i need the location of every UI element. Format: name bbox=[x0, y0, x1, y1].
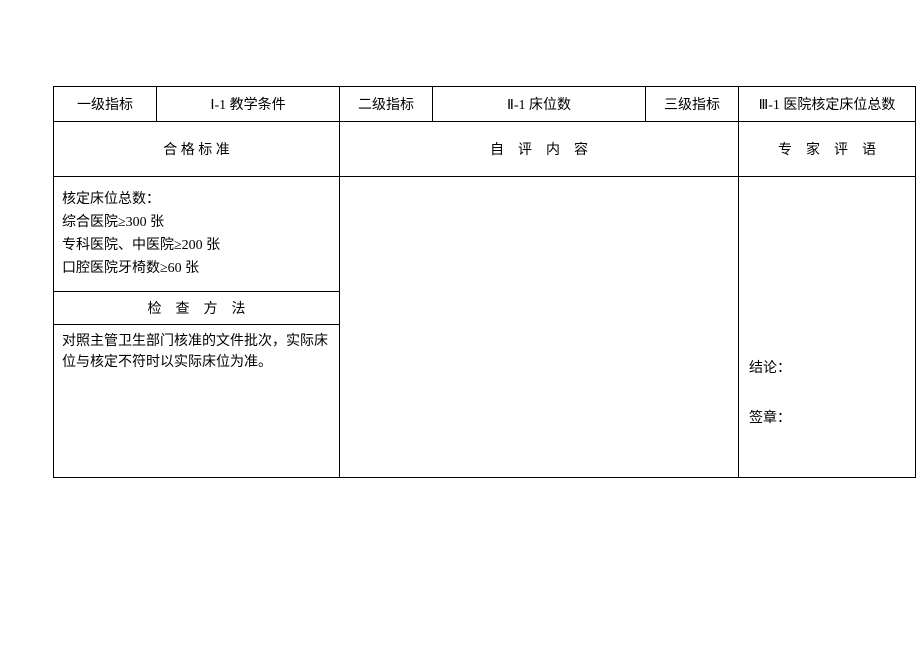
signature-label: 签章： bbox=[749, 407, 791, 427]
expert-header: 专 家 评 语 bbox=[739, 122, 916, 177]
criteria-line2: 综合医院≥300 张 bbox=[62, 212, 331, 233]
method-content: 对照主管卫生部门核准的文件批次，实际床位与核定不符时以实际床位为准。 bbox=[54, 325, 340, 478]
level3-label: 三级指标 bbox=[646, 87, 739, 122]
header-row: 一级指标 Ⅰ-1 教学条件 二级指标 Ⅱ-1 床位数 三级指标 Ⅲ-1 医院核定… bbox=[54, 87, 916, 122]
evaluation-table: 一级指标 Ⅰ-1 教学条件 二级指标 Ⅱ-1 床位数 三级指标 Ⅲ-1 医院核定… bbox=[53, 86, 916, 478]
page-container: 一级指标 Ⅰ-1 教学条件 二级指标 Ⅱ-1 床位数 三级指标 Ⅲ-1 医院核定… bbox=[0, 0, 920, 652]
conclusion-label: 结论： bbox=[749, 357, 791, 377]
selfeval-header: 自 评 内 容 bbox=[340, 122, 739, 177]
level2-value: Ⅱ-1 床位数 bbox=[433, 87, 646, 122]
criteria-line1: 核定床位总数： bbox=[62, 189, 331, 210]
criteria-cell: 核定床位总数： 综合医院≥300 张 专科医院、中医院≥200 张 口腔医院牙椅… bbox=[54, 177, 340, 292]
selfeval-content bbox=[340, 177, 739, 478]
level1-label: 一级指标 bbox=[54, 87, 157, 122]
level2-label: 二级指标 bbox=[340, 87, 433, 122]
subheader-row: 合 格 标 准 自 评 内 容 专 家 评 语 bbox=[54, 122, 916, 177]
level3-value: Ⅲ-1 医院核定床位总数 bbox=[739, 87, 916, 122]
standard-header: 合 格 标 准 bbox=[54, 122, 340, 177]
criteria-line4: 口腔医院牙椅数≥60 张 bbox=[62, 258, 331, 279]
method-header: 检 查 方 法 bbox=[54, 292, 340, 325]
level1-value: Ⅰ-1 教学条件 bbox=[157, 87, 340, 122]
criteria-line3: 专科医院、中医院≥200 张 bbox=[62, 235, 331, 256]
expert-bottom: 结论： 签章： bbox=[749, 357, 791, 457]
expert-content: 结论： 签章： bbox=[739, 177, 916, 478]
